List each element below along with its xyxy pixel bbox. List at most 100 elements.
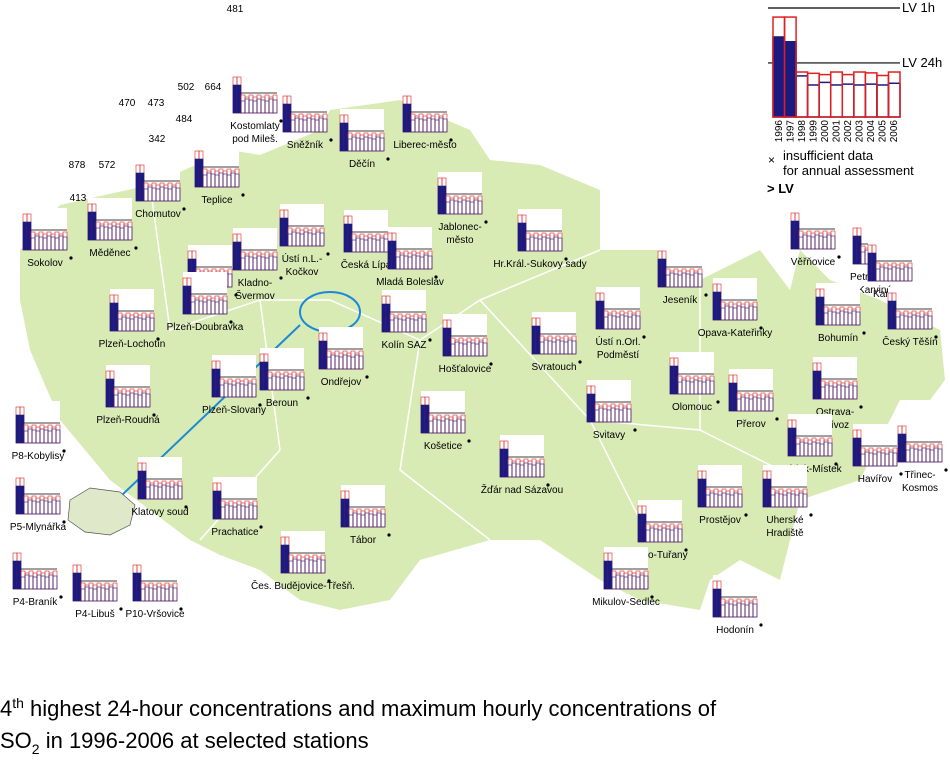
station-label: Děčín bbox=[349, 159, 375, 170]
station-point bbox=[775, 417, 779, 421]
station-label: Sokolov bbox=[27, 258, 63, 269]
mini-bar-daily bbox=[737, 493, 743, 508]
mini-bar-daily bbox=[19, 414, 25, 444]
mini-bar-daily bbox=[937, 448, 943, 463]
mini-bar-daily bbox=[358, 355, 364, 370]
station-label: Kostomlaty bbox=[230, 121, 279, 132]
mini-bar-daily bbox=[603, 560, 609, 590]
mini-bar-daily bbox=[177, 485, 183, 500]
exceedance-value: 502 bbox=[178, 82, 195, 93]
station-label: P5-Mlynářka bbox=[10, 522, 67, 533]
station-label: Liberec-město bbox=[393, 140, 457, 151]
mini-bar-daily bbox=[282, 103, 288, 133]
mini-bar-daily bbox=[867, 252, 873, 282]
station-mini-chart bbox=[387, 227, 433, 270]
mini-bar-daily bbox=[379, 137, 385, 152]
mini-bar-daily bbox=[927, 315, 933, 330]
station-label: Uherské bbox=[766, 515, 804, 526]
station-mini-chart bbox=[22, 208, 68, 251]
mini-bar-daily bbox=[320, 559, 326, 574]
station-mini-chart bbox=[657, 245, 703, 288]
mini-bar-daily bbox=[871, 252, 877, 282]
mini-bar-daily bbox=[343, 122, 349, 152]
mini-bar-daily bbox=[272, 256, 278, 271]
mini-bar-daily bbox=[887, 300, 893, 330]
station-mini-chart bbox=[212, 477, 258, 520]
station-mini-chart bbox=[586, 380, 632, 423]
station-mini-chart bbox=[669, 352, 715, 395]
mini-bar-daily bbox=[137, 470, 143, 500]
station-mini-chart bbox=[852, 424, 898, 467]
mini-bar-daily bbox=[892, 452, 898, 467]
station-point bbox=[934, 335, 938, 339]
station-mini-chart bbox=[815, 283, 861, 326]
mini-bar-daily bbox=[216, 490, 222, 520]
station-mini-chart bbox=[437, 172, 483, 215]
mini-bar-daily bbox=[127, 226, 133, 241]
station-mini-chart bbox=[87, 198, 133, 241]
station-label: Jablonec- bbox=[438, 222, 481, 233]
mini-bar-daily bbox=[15, 414, 21, 444]
station-label: P8-Kobylisy bbox=[12, 451, 65, 462]
station-point bbox=[484, 220, 488, 224]
station-mini-chart bbox=[442, 314, 488, 357]
mini-bar-daily bbox=[712, 588, 718, 618]
station-mini-chart bbox=[232, 228, 278, 271]
mini-bar-daily bbox=[856, 437, 862, 467]
mini-bar-daily bbox=[186, 285, 192, 315]
station-label: Ostrava- bbox=[816, 407, 854, 418]
station-point bbox=[365, 375, 369, 379]
mini-bar-daily bbox=[791, 427, 797, 457]
mini-bar-daily bbox=[599, 300, 605, 330]
mini-bar-daily bbox=[299, 376, 305, 391]
insufficient-note: for annual assessment bbox=[783, 163, 914, 178]
station-mini-chart bbox=[603, 547, 649, 590]
station-label: Čes. Budějovice-Třešň. bbox=[251, 579, 355, 592]
station-label: Prostějov bbox=[699, 515, 741, 526]
mini-bar-daily bbox=[766, 478, 772, 508]
station-label: Plzeň-Doubravka bbox=[167, 322, 244, 333]
station-point bbox=[259, 525, 263, 529]
mini-bar-daily bbox=[76, 572, 82, 602]
station-point bbox=[182, 207, 186, 211]
station-mini-chart bbox=[280, 531, 326, 574]
exceedance-value: 470 bbox=[119, 98, 136, 109]
mini-bar-daily bbox=[109, 378, 115, 408]
station-label: Beroun bbox=[266, 398, 298, 409]
station-point bbox=[179, 607, 183, 611]
mini-bar-daily bbox=[677, 528, 683, 543]
mini-bar-daily bbox=[343, 223, 349, 253]
mini-bar-daily bbox=[385, 303, 391, 333]
mini-bar-daily bbox=[819, 296, 825, 326]
station-label: Kolín SAZ bbox=[381, 340, 426, 351]
station-point bbox=[684, 548, 688, 552]
mini-bar-daily bbox=[16, 560, 22, 590]
station-mini-chart bbox=[343, 210, 389, 253]
station-label: Košetice bbox=[424, 441, 463, 452]
station-label: Švermov bbox=[235, 289, 274, 302]
daily-bar bbox=[772, 36, 786, 118]
station-mini-chart bbox=[339, 109, 385, 152]
station-point bbox=[546, 483, 550, 487]
mini-bar-daily bbox=[109, 302, 115, 332]
mini-bar-daily bbox=[145, 393, 151, 408]
station-point bbox=[156, 337, 160, 341]
mini-bar-daily bbox=[139, 172, 145, 202]
station-label: Olomouc bbox=[672, 402, 712, 413]
station-label: Svitavy bbox=[593, 430, 625, 441]
station-point bbox=[859, 405, 863, 409]
mini-bar-daily bbox=[499, 448, 505, 478]
station-point bbox=[642, 335, 646, 339]
station-label: Přívoz bbox=[821, 420, 849, 431]
mini-bar-daily bbox=[391, 240, 397, 270]
station-label: Hošťalovice bbox=[439, 364, 492, 375]
mini-bar-daily bbox=[709, 380, 715, 395]
station-label: Měděnec bbox=[89, 248, 130, 259]
station-label: Bohumín bbox=[818, 333, 858, 344]
mini-bar-daily bbox=[531, 325, 537, 355]
station-label: pod Mileš. bbox=[232, 134, 278, 145]
mini-bar-daily bbox=[557, 237, 563, 252]
station-point bbox=[279, 276, 283, 280]
mini-bar-daily bbox=[380, 513, 386, 528]
